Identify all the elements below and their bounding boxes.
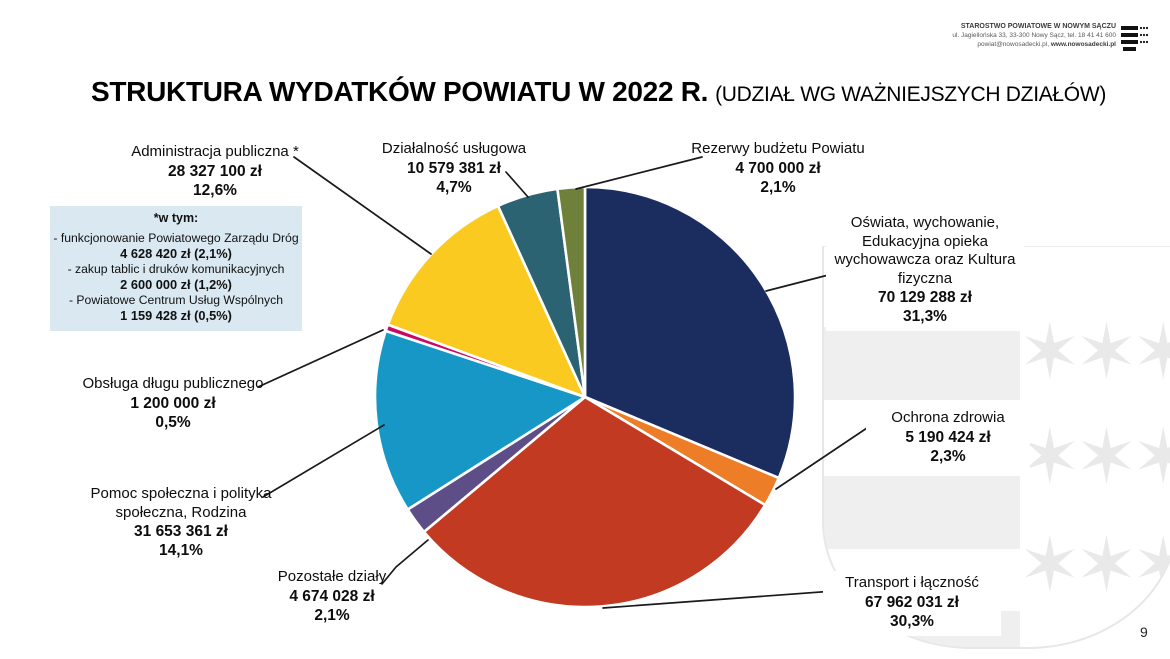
pie-label-percent: 31,3% (903, 308, 947, 325)
page-title-sub: (UDZIAŁ WG WAŻNIEJSZYCH DZIAŁÓW) (715, 83, 1107, 106)
pie-label-percent: 0,5% (155, 413, 191, 431)
org-name: STAROSTWO POWIATOWE W NOWYM SĄCZU (960, 23, 1116, 30)
pie-label-percent: 4,7% (436, 178, 472, 196)
pie-label-transport: Transport i łączność 67 962 031 zł 30,3% (823, 571, 1001, 636)
org-address: ul. Jagiellońska 33, 33-300 Nowy Sącz, t… (952, 32, 1116, 39)
pie-label-percent: 30,3% (890, 612, 934, 630)
page-title: STRUKTURA WYDATKÓW POWIATU W 2022 R. (UDZ… (91, 76, 1131, 108)
pie-label-amount: 1 200 000 zł (130, 394, 216, 412)
pie-label-name: Transport i łączność (845, 574, 979, 591)
pie-slice-2 (422, 395, 767, 609)
pie-label-amount: 31 653 361 zł (134, 523, 228, 540)
footnote-heading: *w tym: (153, 211, 199, 225)
leader-line-pomoc (262, 424, 385, 498)
org-email: powiat@nowosadecki.pl, (977, 41, 1051, 48)
pie-label-percent: 14,1% (159, 542, 203, 559)
pie-label-name: Oświata, wychowanie, Edukacyjna opieka w… (834, 214, 1016, 287)
watermark-stars-row: ✶✶✶ (1018, 307, 1170, 396)
pie-label-amount: 5 190 424 zł (905, 428, 991, 446)
pie-label-pozostale: Pozostałe działy 4 674 028 zł 2,1% (253, 568, 411, 625)
pie-label-amount: 67 962 031 zł (865, 593, 959, 611)
pie-label-percent: 2,3% (930, 447, 966, 465)
pie-label-name: Pozostałe działy (277, 568, 387, 585)
leader-lines (257, 156, 898, 609)
leader-line-administracja (293, 156, 432, 255)
pie-label-amount: 10 579 381 zł (407, 159, 501, 177)
footnote-item-value: 1 159 428 zł (0,5%) (120, 308, 232, 323)
watermark-stars-row: ✶✶✶ (1018, 520, 1170, 609)
pie-label-oswiata: Oświata, wychowanie, Edukacyjna opieka w… (826, 211, 1024, 331)
footnote-box: *w tym: - funkcjonowanie Powiatowego Zar… (50, 206, 302, 331)
pie-label-obsluga: Obsługa długu publicznego 1 200 000 zł 0… (73, 375, 273, 432)
pie-label-percent: 12,6% (193, 181, 237, 199)
coat-of-arms-logo-icon (1121, 26, 1148, 51)
pie-label-name: Administracja publiczna * (131, 143, 299, 160)
pie-label-name: Działalność usługowa (381, 140, 527, 157)
footnote-item-value: 2 600 000 zł (1,2%) (120, 277, 232, 292)
header-contact-block: STAROSTWO POWIATOWE W NOWYM SĄCZU ul. Ja… (826, 22, 1116, 49)
pie-slice-4 (373, 329, 587, 511)
pie-label-pomoc: Pomoc społeczna i polityka społeczna, Ro… (80, 485, 282, 560)
pie-label-amount: 4 700 000 zł (735, 159, 821, 177)
pie-label-name: Rezerwy budżetu Powiatu (691, 140, 865, 157)
page-number: 9 (1140, 624, 1148, 640)
pie-label-name: Obsługa długu publicznego (82, 375, 264, 392)
leader-line-transport (602, 589, 849, 609)
org-website: www.nowosadecki.pl (1050, 41, 1116, 48)
leader-line-obsluga (257, 329, 384, 388)
footnote-item-name: - zakup tablic i druków komunikacyjnych (67, 261, 285, 276)
pie-label-name: Pomoc społeczna i polityka społeczna, Ro… (90, 485, 272, 521)
pie-slices (373, 185, 797, 609)
footnote-item-name: - funkcjonowanie Powiatowego Zarządu Dró… (53, 230, 299, 245)
leader-line-dzialalnosc (505, 171, 529, 198)
page-title-main: STRUKTURA WYDATKÓW POWIATU W 2022 R. (91, 76, 709, 107)
pie-slice-0 (583, 185, 797, 480)
pie-label-amount: 70 129 288 zł (878, 289, 972, 306)
footnote-item-name: - Powiatowe Centrum Usług Wspólnych (68, 292, 284, 307)
leader-line-rezerwy (575, 156, 703, 190)
pie-label-ochrona: Ochrona zdrowia 5 190 424 zł 2,3% (866, 406, 1030, 471)
watermark-stars-row: ✶✶✶ (1018, 412, 1170, 501)
pie-label-percent: 2,1% (314, 606, 350, 624)
pie-label-percent: 2,1% (760, 178, 796, 196)
pie-label-dzialalnosc: Działalność usługowa 10 579 381 zł 4,7% (370, 140, 538, 197)
pie-label-name: Ochrona zdrowia (891, 409, 1005, 426)
pie-label-amount: 4 674 028 zł (289, 587, 375, 605)
pie-label-amount: 28 327 100 zł (168, 162, 262, 180)
watermark-bar (824, 327, 1020, 400)
leader-line-pozostale (381, 539, 429, 585)
footnote-item-value: 4 628 420 zł (2,1%) (120, 246, 232, 261)
pie-label-rezerwy: Rezerwy budżetu Powiatu 4 700 000 zł 2,1… (686, 140, 870, 197)
watermark-bar (824, 476, 1020, 549)
pie-label-administracja: Administracja publiczna * 28 327 100 zł … (92, 143, 338, 200)
